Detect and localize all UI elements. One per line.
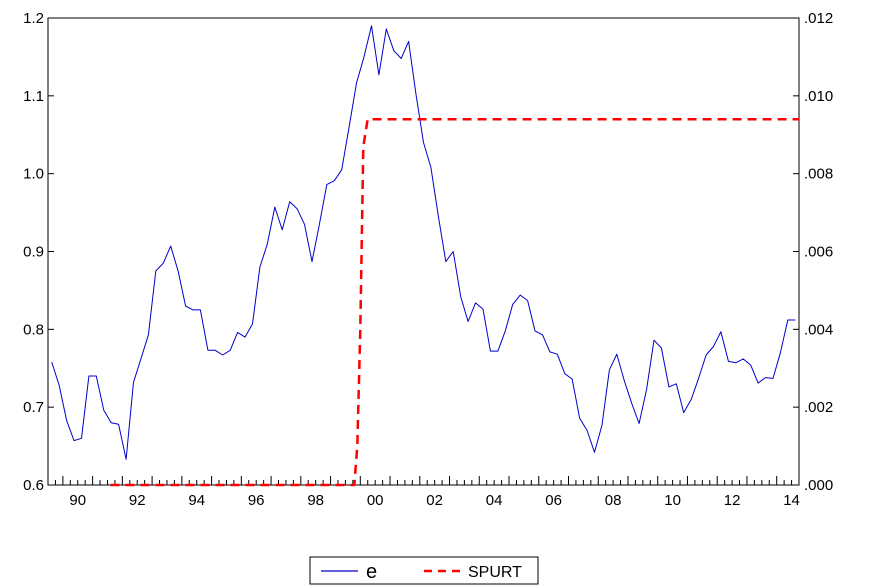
- x-tick-label: 12: [724, 492, 741, 509]
- x-tick-label: 02: [426, 492, 443, 509]
- right-axis: .000 .002 .004 .006 .008 .010 .012: [793, 10, 833, 494]
- left-tick-label: 0.8: [23, 321, 44, 338]
- x-tick-label: 14: [783, 492, 800, 509]
- x-tick-label: 98: [307, 492, 324, 509]
- legend-label-spurt: SPURT: [468, 564, 522, 581]
- x-tick-label: 06: [545, 492, 562, 509]
- series-line-spurt: [110, 117, 799, 487]
- legend-label-e: e: [366, 561, 377, 583]
- left-tick-label: 0.6: [23, 477, 44, 494]
- right-tick-label: .008: [804, 166, 833, 183]
- left-tick-label: 1.1: [23, 88, 44, 105]
- left-axis: 0.6 0.7 0.8 0.9 1.0 1.1 1.2: [23, 10, 54, 494]
- x-tick-label: 96: [248, 492, 265, 509]
- series-line-e: [51, 25, 796, 460]
- legend: e SPURT: [309, 556, 539, 585]
- x-tick-label: 08: [605, 492, 622, 509]
- left-tick-label: 0.9: [23, 244, 44, 261]
- x-axis: 90 92 94 96 98 00 02 04 06 08 10 12 14: [54, 476, 800, 509]
- left-tick-label: 1.2: [23, 10, 44, 27]
- right-tick-label: .002: [804, 399, 833, 416]
- series-layer: [51, 25, 799, 487]
- x-tick-label: 90: [69, 492, 86, 509]
- left-tick-label: 0.7: [23, 399, 44, 416]
- right-tick-label: .006: [804, 244, 833, 261]
- x-tick-label: 94: [188, 492, 205, 509]
- x-tick-label: 00: [367, 492, 384, 509]
- x-tick-label: 92: [129, 492, 146, 509]
- right-tick-label: .004: [804, 321, 833, 338]
- right-tick-label: .010: [804, 88, 833, 105]
- plot-frame: [47, 17, 800, 486]
- x-tick-label: 10: [664, 492, 681, 509]
- left-tick-label: 1.0: [23, 166, 44, 183]
- right-tick-label: .000: [804, 477, 833, 494]
- right-tick-label: .012: [804, 10, 833, 27]
- x-tick-label: 04: [486, 492, 503, 509]
